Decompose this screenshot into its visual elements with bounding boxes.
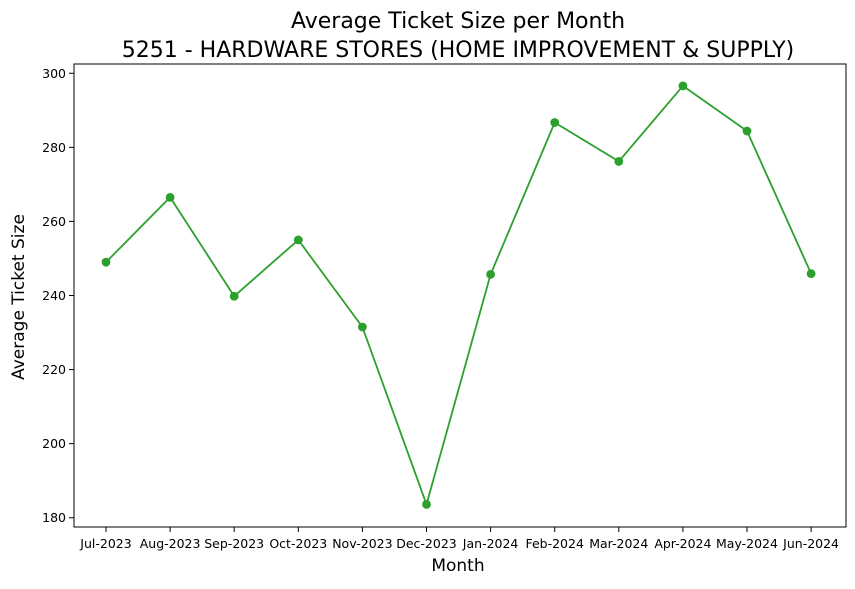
x-tick-label: Jul-2023	[79, 536, 131, 551]
x-tick-label: Jan-2024	[462, 536, 519, 551]
chart-title: Average Ticket Size per Month	[291, 9, 625, 34]
x-tick-label: Jun-2024	[782, 536, 839, 551]
x-tick-label: May-2024	[716, 536, 778, 551]
plot-frame	[73, 63, 847, 528]
data-point	[422, 500, 431, 509]
data-point	[678, 81, 688, 91]
x-tick-label: Feb-2024	[525, 536, 584, 551]
x-tick-label: Mar-2024	[589, 536, 648, 551]
x-tick-label: Oct-2023	[269, 536, 327, 551]
x-tick-label: Dec-2023	[396, 536, 457, 551]
data-point	[293, 235, 303, 245]
data-point	[229, 291, 239, 301]
plot-area: 180 200 220 240 260 280 300 Jul-2023 Aug-2023 Sep…	[42, 63, 847, 551]
x-tick-label: Sep-2023	[204, 536, 264, 551]
y-tick-label: 180	[42, 510, 66, 525]
data-point	[614, 157, 624, 166]
y-tick-label: 240	[42, 288, 66, 303]
data-point	[550, 118, 560, 127]
data-point	[165, 192, 175, 202]
data-point	[806, 269, 816, 279]
x-tick-label: Nov-2023	[332, 536, 392, 551]
x-tick-label: Aug-2023	[140, 536, 201, 551]
y-axis-label: Average Ticket Size	[9, 214, 29, 380]
data-point	[358, 322, 367, 332]
y-tick-label: 200	[42, 436, 66, 451]
data-point	[742, 126, 752, 136]
x-tick-label: Apr-2024	[654, 536, 711, 551]
data-point	[101, 257, 111, 267]
x-axis-label: Month	[431, 556, 484, 576]
series-line	[105, 85, 812, 506]
y-tick-label: 260	[42, 214, 66, 229]
data-point	[486, 269, 495, 279]
chart-subtitle: 5251 - HARDWARE STORES (HOME IMPROVEMENT…	[122, 38, 794, 63]
y-tick-label: 300	[42, 66, 66, 81]
y-tick-label: 280	[42, 140, 66, 155]
y-tick-label: 220	[42, 362, 66, 377]
